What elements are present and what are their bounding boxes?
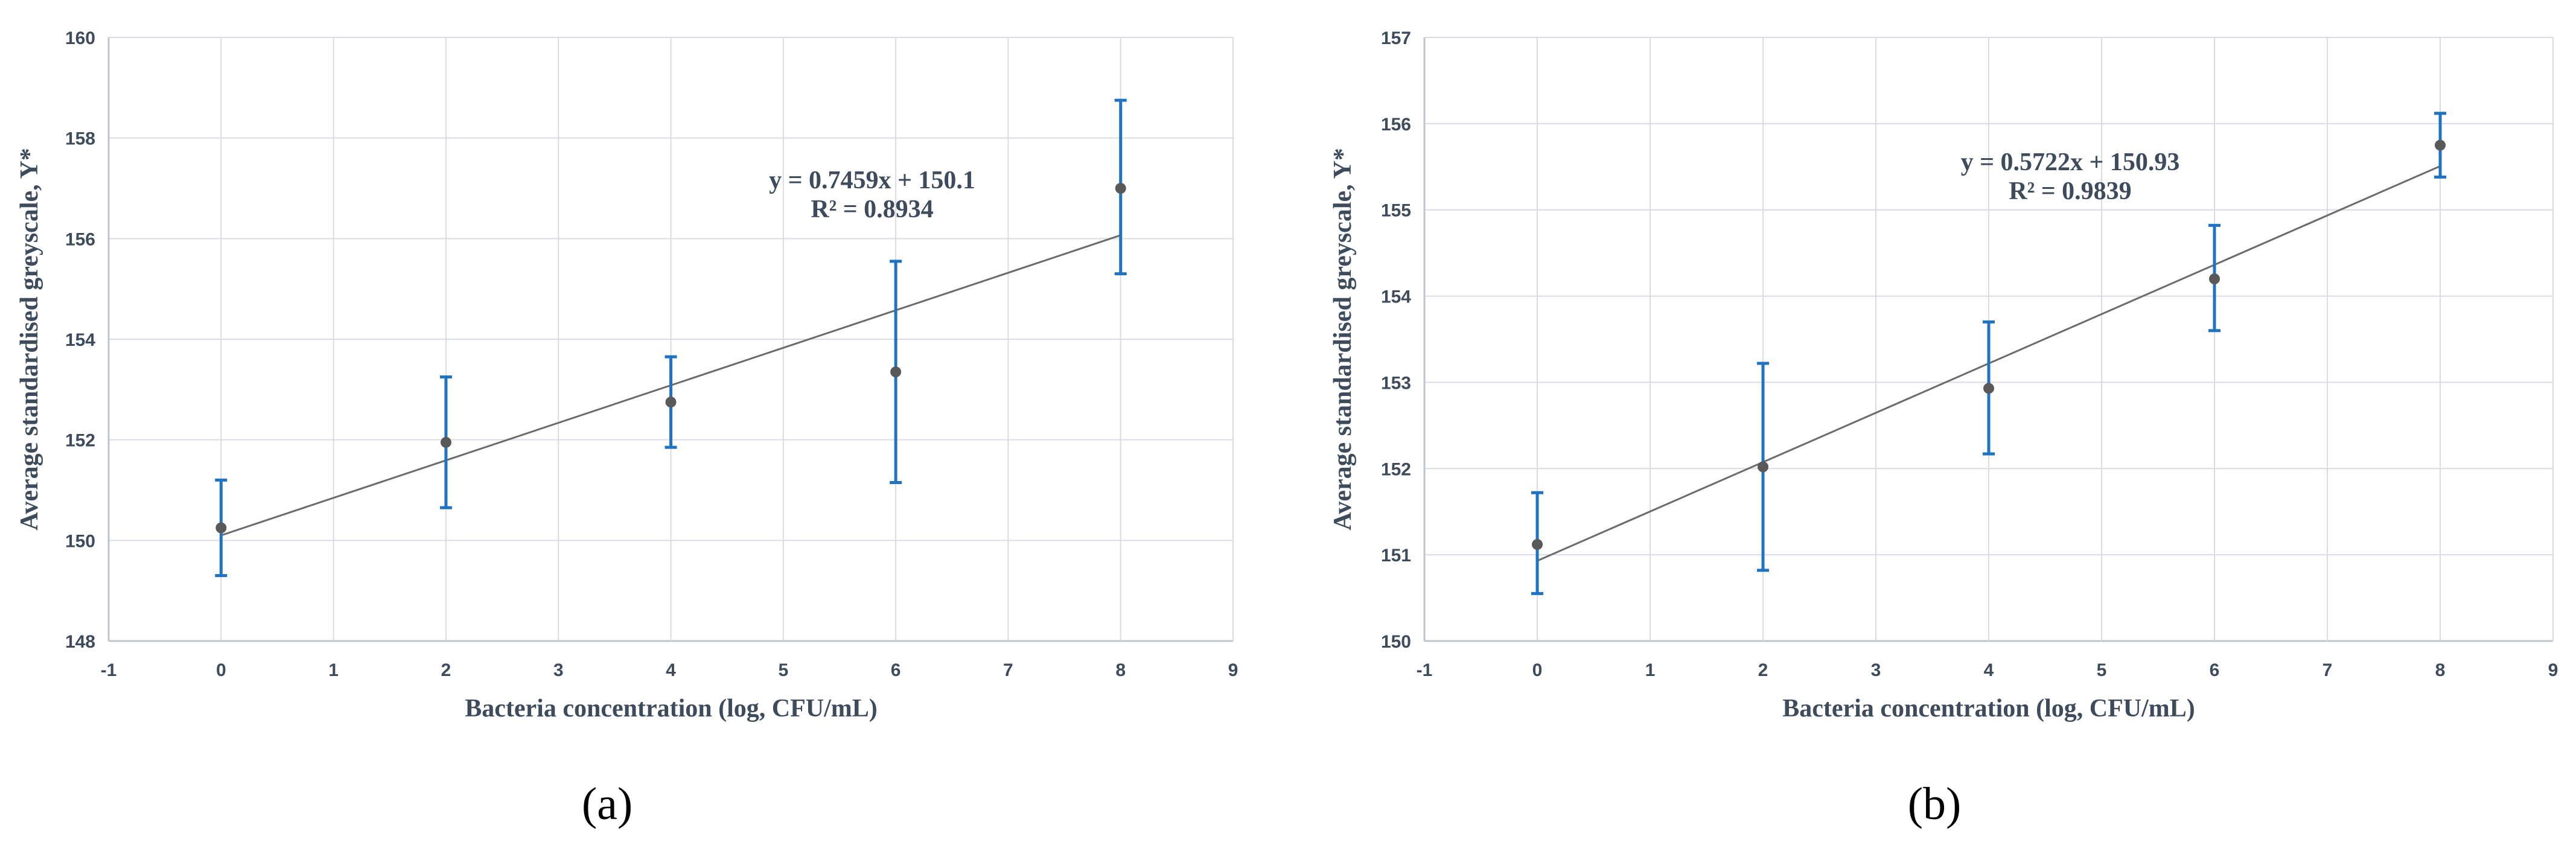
- a-x-tick-label: 4: [666, 660, 676, 680]
- a-x-tick-label: -1: [101, 660, 117, 680]
- chart-a-gridlines: [107, 37, 1234, 642]
- chart-b-equation: y = 0.5722x + 150.93: [1961, 148, 2180, 176]
- chart-a-r-squared: R² = 0.8934: [811, 196, 933, 223]
- b-y-tick-label: 156: [1381, 115, 1411, 135]
- b-x-tick-label: 3: [1871, 660, 1881, 680]
- b-y-tick-label: 153: [1381, 373, 1411, 393]
- b-x-tick-label: 0: [1532, 660, 1543, 680]
- b-x-tick-label: 1: [1645, 660, 1656, 680]
- a-data-point: [890, 366, 902, 378]
- a-data-point: [440, 436, 451, 448]
- chart-a-equation: y = 0.7459x + 150.1: [769, 167, 975, 194]
- a-x-tick-label: 3: [553, 660, 564, 680]
- chart-a-points: [215, 183, 1126, 534]
- chart-b-y-axis-title: Average standardised greyscale, Y*: [1329, 148, 1357, 531]
- chart-b-x-axis-title: Bacteria concentration (log, CFU/mL): [1782, 695, 2195, 722]
- a-x-tick-label: 1: [328, 660, 339, 680]
- chart-a-x-axis-title: Bacteria concentration (log, CFU/mL): [465, 695, 878, 722]
- a-y-tick-label: 156: [65, 229, 95, 249]
- a-x-tick-label: 2: [441, 660, 451, 680]
- b-x-tick-label: 7: [2323, 660, 2333, 680]
- a-x-tick-label: 6: [891, 660, 901, 680]
- a-x-tick-label: 8: [1115, 660, 1126, 680]
- chart-b-panel-label: (b): [1908, 779, 1962, 829]
- b-y-tick-label: 155: [1381, 201, 1411, 221]
- b-y-tick-label: 154: [1381, 287, 1411, 307]
- chart-a-x-tick-labels: -1 0 1 2 3 4 5 6 7 8 9: [101, 660, 1239, 680]
- b-x-tick-label: 4: [1984, 660, 1994, 680]
- b-y-tick-label: 150: [1381, 632, 1411, 652]
- b-x-tick-label: 5: [2097, 660, 2107, 680]
- a-data-point: [1115, 183, 1126, 194]
- b-y-tick-label: 157: [1381, 28, 1411, 48]
- b-x-tick-label: 8: [2435, 660, 2446, 680]
- a-x-tick-label: 9: [1228, 660, 1239, 680]
- a-y-tick-label: 150: [65, 531, 95, 551]
- a-x-tick-label: 7: [1003, 660, 1013, 680]
- b-y-tick-label: 152: [1381, 459, 1411, 479]
- a-x-tick-label: 5: [778, 660, 788, 680]
- a-y-tick-label: 154: [65, 330, 95, 350]
- chart-a-y-axis-title: Average standardised greyscale, Y*: [16, 148, 43, 531]
- a-y-tick-label: 152: [65, 431, 95, 451]
- b-data-point: [1758, 461, 1768, 473]
- a-y-tick-label: 158: [65, 129, 95, 149]
- b-data-point: [1532, 539, 1543, 550]
- b-x-tick-label: 9: [2548, 660, 2558, 680]
- b-data-point: [2435, 139, 2446, 151]
- chart-b-x-tick-labels: -1 0 1 2 3 4 5 6 7 8 9: [1417, 660, 2558, 680]
- chart-b-points: [1532, 139, 2446, 550]
- chart-a-panel-label: (a): [582, 779, 633, 829]
- chart-a-y-tick-labels: 148 150 152 154 156 158 160: [65, 28, 95, 652]
- a-x-tick-label: 0: [216, 660, 226, 680]
- b-x-tick-label: 6: [2210, 660, 2220, 680]
- b-y-tick-label: 151: [1381, 546, 1411, 566]
- b-data-point: [2209, 273, 2220, 284]
- b-data-point: [1983, 383, 1994, 394]
- a-data-point: [215, 522, 227, 534]
- a-y-tick-label: 160: [65, 28, 95, 48]
- b-x-tick-label: 2: [1758, 660, 1768, 680]
- chart-b: -1 0 1 2 3 4 5 6 7 8 9 150 151 152 153 154 155 156 157 Ba…: [1329, 28, 2558, 829]
- chart-b-y-tick-labels: 150 151 152 153 154 155 156 157: [1381, 28, 1411, 652]
- a-y-tick-label: 148: [65, 632, 95, 652]
- chart-b-r-squared: R² = 0.9839: [2009, 177, 2131, 205]
- a-data-point: [665, 397, 677, 408]
- chart-a: -1 0 1 2 3 4 5 6 7 8 9 148 150 152 154 156 158 160 Bacte…: [16, 28, 1238, 829]
- b-x-tick-label: -1: [1417, 660, 1433, 680]
